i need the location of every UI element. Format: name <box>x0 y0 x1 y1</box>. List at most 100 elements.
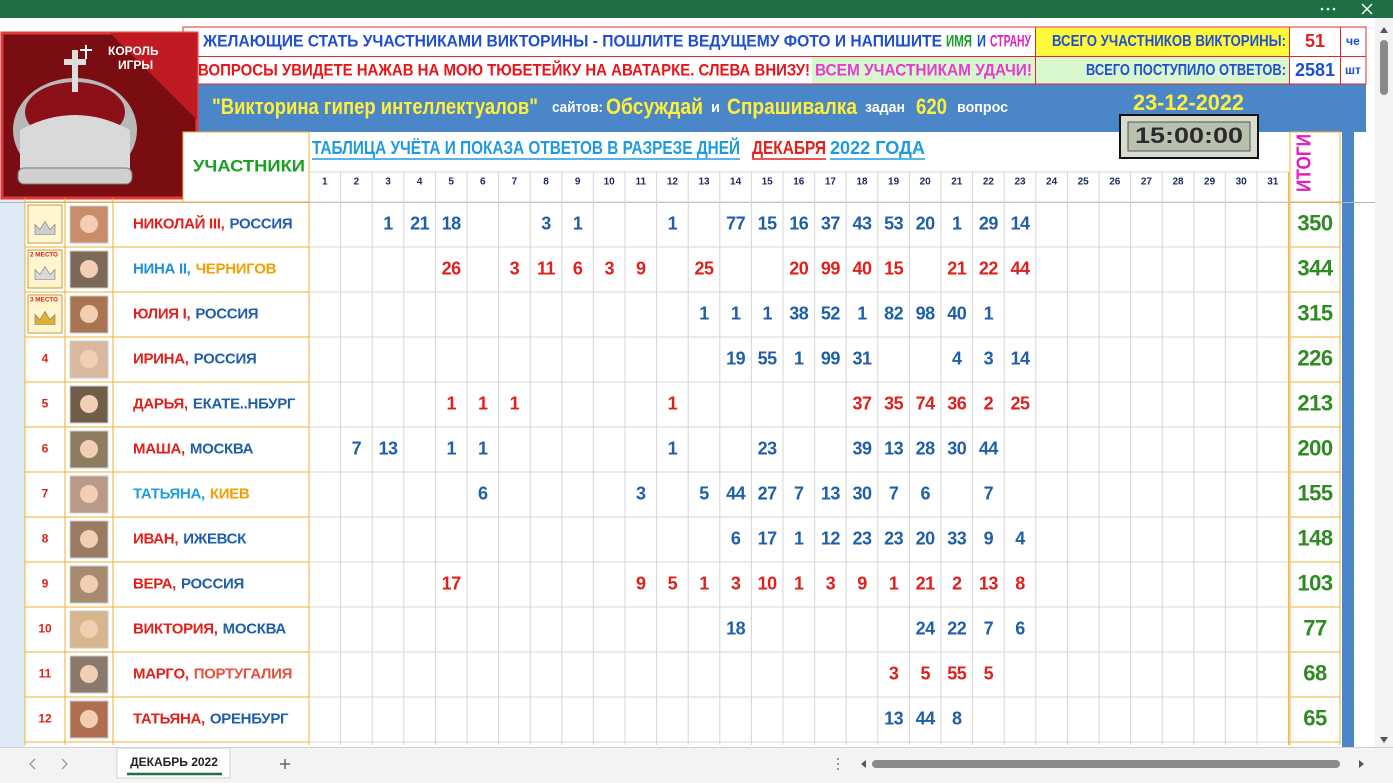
day-answers: 17 <box>758 528 778 548</box>
day-answers: 33 <box>947 528 967 548</box>
day-answers: 13 <box>884 708 904 728</box>
day-header: 27 <box>1141 177 1153 188</box>
day-header: 28 <box>1172 177 1184 188</box>
day-answers: 1 <box>731 303 741 323</box>
add-sheet[interactable] <box>280 759 290 769</box>
horizontal-scroll-thumb[interactable] <box>872 760 1340 768</box>
photo-face <box>80 350 98 368</box>
participant-name: ТАТЬЯНА, <box>133 710 205 727</box>
day-answers: 55 <box>947 663 967 683</box>
day-answers: 44 <box>726 483 746 503</box>
day-answers: 1 <box>762 303 772 323</box>
participants-header: УЧАСТНИКИ <box>193 156 305 175</box>
table: УЧАСТНИКИ ТАБЛИЦА УЧЁТА И ПОКАЗА ОТВЕТОВ … <box>24 131 1341 745</box>
day-answers: 7 <box>984 483 994 503</box>
participant-place: КИЕВ <box>210 485 250 502</box>
day-answers: 5 <box>699 483 709 503</box>
day-answers: 7 <box>352 438 362 458</box>
rank-number: 7 <box>42 487 49 501</box>
photo-face <box>80 575 98 593</box>
day-answers: 1 <box>668 213 678 233</box>
day-answers: 1 <box>446 393 456 413</box>
header-line-1: СТРАНУ <box>990 31 1031 50</box>
day-answers: 99 <box>821 258 841 278</box>
rank-crown <box>34 220 56 235</box>
header-line-2: ВОПРОСЫ УВИДЕТЕ НАЖАВ НА МОЮ ТЮБЕТЕЙКУ Н… <box>198 60 810 79</box>
header-line-1: ЖЕЛАЮЩИЕ СТАТЬ УЧАСТНИКАМИ ВИКТОРИНЫ - П… <box>202 31 942 50</box>
day-answers: 1 <box>668 438 678 458</box>
participant-place: ПОРТУГАЛИЯ <box>194 665 292 682</box>
day-answers: 10 <box>758 573 778 593</box>
vertical-scrollbar[interactable] <box>1375 18 1393 747</box>
rank-number: 6 <box>42 442 49 456</box>
participant-name: НИНА II, <box>133 260 191 277</box>
logo-text: ИГРЫ <box>118 58 153 72</box>
splitter[interactable] <box>837 758 839 770</box>
scroll-left[interactable] <box>861 760 866 768</box>
row-total: 155 <box>1297 480 1332 505</box>
banner-text: сайтов: <box>552 99 603 116</box>
day-header: 14 <box>730 177 742 188</box>
day-answers: 37 <box>821 213 841 233</box>
day-answers: 2 <box>952 573 962 593</box>
day-header: 3 <box>385 177 391 188</box>
more-button[interactable] <box>1320 7 1336 11</box>
scroll-right[interactable] <box>1359 760 1364 768</box>
day-answers: 36 <box>947 393 967 413</box>
day-header: 21 <box>951 177 963 188</box>
day-header: 22 <box>983 177 995 188</box>
day-answers: 26 <box>442 258 462 278</box>
right-strip <box>1342 84 1354 747</box>
day-answers: 6 <box>478 483 488 503</box>
day-answers: 13 <box>378 438 398 458</box>
day-answers: 20 <box>916 213 936 233</box>
sheet-tab-label[interactable]: ДЕКАБРЬ 2022 <box>130 755 218 769</box>
scroll-thumb[interactable] <box>1380 40 1388 95</box>
day-answers: 17 <box>442 573 462 593</box>
day-answers: 3 <box>731 573 741 593</box>
day-header: 20 <box>920 177 932 188</box>
participant-place: РОССИЯ <box>195 305 258 322</box>
scroll-up[interactable] <box>1380 27 1388 33</box>
participant-place: ЧЕРНИГОВ <box>196 260 277 277</box>
answers-cell <box>812 57 1289 84</box>
day-answers: 3 <box>604 258 614 278</box>
day-answers: 99 <box>821 348 841 368</box>
rank-crown <box>34 265 56 280</box>
day-answers: 27 <box>758 483 778 503</box>
day-answers: 3 <box>826 573 836 593</box>
day-header: 29 <box>1204 177 1216 188</box>
day-answers: 38 <box>789 303 809 323</box>
day-answers: 12 <box>821 528 841 548</box>
day-header: 5 <box>448 177 454 188</box>
prev-sheet[interactable] <box>29 758 36 770</box>
row-total: 148 <box>1297 525 1332 550</box>
day-answers: 25 <box>694 258 714 278</box>
day-answers: 1 <box>952 213 962 233</box>
left-strip <box>0 198 25 747</box>
day-answers: 6 <box>731 528 741 548</box>
photo-face <box>80 485 98 503</box>
day-answers: 1 <box>699 573 709 593</box>
scroll-down[interactable] <box>1380 737 1388 743</box>
photo <box>69 655 109 694</box>
next-sheet[interactable] <box>61 758 68 770</box>
day-header: 4 <box>417 177 423 188</box>
day-answers: 31 <box>852 348 872 368</box>
participant-name: ТАТЬЯНА, <box>133 485 205 502</box>
day-answers: 29 <box>979 213 999 233</box>
participant-name: МАРГО, <box>133 665 189 682</box>
day-answers: 55 <box>758 348 778 368</box>
banner-text: задан <box>865 99 905 116</box>
day-answers: 1 <box>857 303 867 323</box>
rank-crown <box>34 310 56 325</box>
close-button[interactable] <box>1361 3 1373 15</box>
day-answers: 30 <box>852 483 872 503</box>
day-answers: 18 <box>726 618 746 638</box>
day-answers: 4 <box>952 348 962 368</box>
rank-label: 3 МЕСТО <box>30 298 58 304</box>
day-answers: 5 <box>984 663 994 683</box>
participant-name: ИРИНА, <box>133 350 189 367</box>
day-answers: 20 <box>789 258 809 278</box>
day-answers: 11 <box>537 258 556 278</box>
